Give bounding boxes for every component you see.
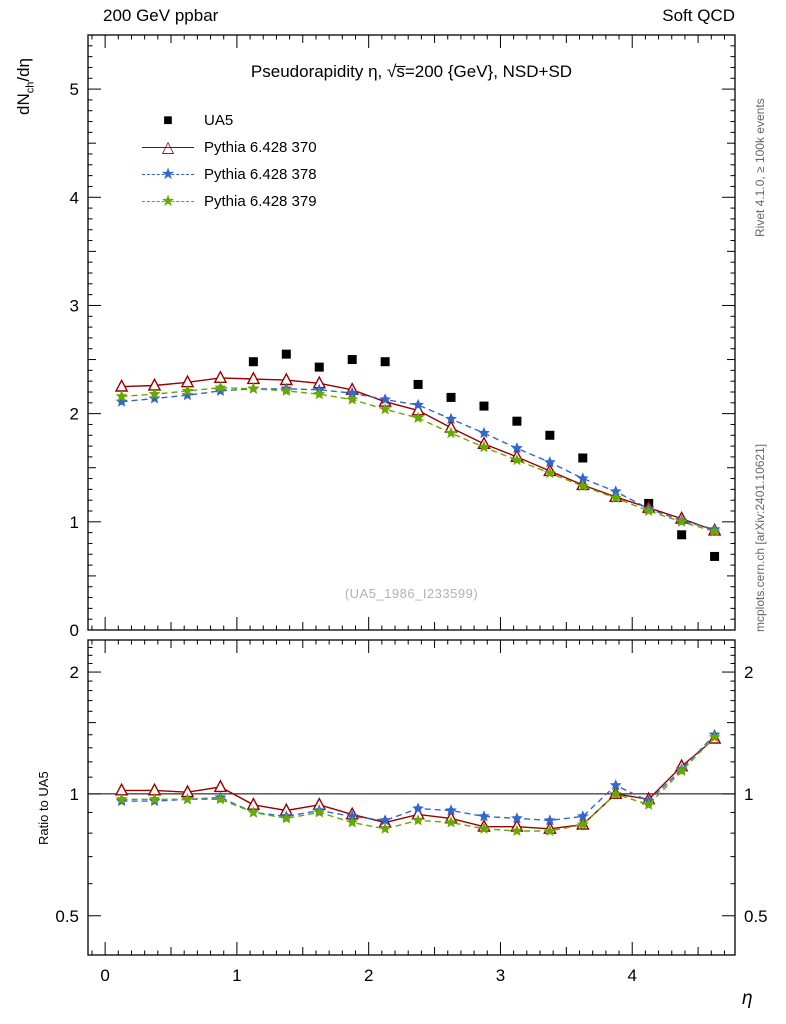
svg-text:2: 2 [70, 405, 79, 424]
svg-text:2: 2 [364, 966, 373, 985]
series-main-ua5 [248, 349, 720, 561]
beam-energy-header: 200 GeV ppbar [103, 6, 219, 25]
legend-label-pythia-370: Pythia 6.428 370 [204, 139, 317, 156]
series-ratio-pythia-6-428-378 [115, 728, 721, 826]
mcplots-citation-note: mcplots.cern.ch [arXiv:2401.10621] [753, 443, 767, 632]
legend: ■ UA5 △ Pythia 6.428 370 ★ Pythia 6.428 … [142, 107, 317, 215]
rivet-version-note: Rivet 4.1.0, ≥ 100k events [753, 98, 767, 237]
svg-text:3: 3 [70, 296, 79, 315]
svg-text:0: 0 [70, 621, 79, 640]
series-main-pythia-6-428-379 [115, 381, 721, 537]
svg-text:0: 0 [100, 966, 109, 985]
y-axis-label-prefix: dN [14, 93, 33, 115]
svg-text:1: 1 [70, 513, 79, 532]
svg-text:2: 2 [744, 663, 753, 682]
axes-and-ticks: 0 1 2 3 4 5 0.5 0.5 1 1 2 2 0 1 2 3 4 [55, 34, 768, 985]
y-axis-label-subscript: ch [24, 81, 37, 94]
analysis-id-watermark: (UA5_1986_I233599) [344, 586, 479, 601]
x-axis-label: η [742, 988, 753, 1009]
svg-text:4: 4 [627, 966, 636, 985]
svg-text:4: 4 [70, 188, 79, 207]
ua5-square-marker-icon: ■ [163, 111, 173, 129]
legend-item-pythia-378: ★ Pythia 6.428 378 [142, 161, 317, 188]
svg-text:0.5: 0.5 [744, 907, 768, 926]
legend-label-pythia-379: Pythia 6.428 379 [204, 193, 317, 210]
series-main-pythia-6-428-378 [115, 382, 721, 535]
y-axis-label: dNch/dη [14, 58, 36, 115]
legend-item-ua5: ■ UA5 [142, 107, 317, 134]
svg-text:1: 1 [232, 966, 241, 985]
svg-text:1: 1 [70, 785, 79, 804]
svg-text:3: 3 [496, 966, 505, 985]
svg-text:5: 5 [70, 80, 79, 99]
legend-item-pythia-379: ★ Pythia 6.428 379 [142, 188, 317, 215]
series-main-pythia-6-428-370 [114, 370, 722, 536]
process-group-header: Soft QCD [662, 6, 735, 25]
plot-title: Pseudorapidity η, √s̅=200 {GeV}, NSD+SD [250, 62, 573, 81]
legend-label-ua5: UA5 [204, 112, 234, 129]
pythia-370-triangle-marker-icon: △ [142, 138, 194, 158]
svg-text:2: 2 [70, 663, 79, 682]
pythia-378-star-marker-icon: ★ [142, 165, 194, 185]
series-ratio-pythia-6-428-379 [115, 731, 721, 836]
ratio-axis-label: Ratio to UA5 [36, 771, 51, 845]
legend-label-pythia-378: Pythia 6.428 378 [204, 166, 317, 183]
y-axis-label-suffix: /dη [14, 58, 33, 82]
svg-text:1: 1 [744, 785, 753, 804]
legend-item-pythia-370: △ Pythia 6.428 370 [142, 134, 317, 161]
pythia-379-star-marker-icon: ★ [142, 192, 194, 212]
svg-text:0.5: 0.5 [55, 907, 79, 926]
